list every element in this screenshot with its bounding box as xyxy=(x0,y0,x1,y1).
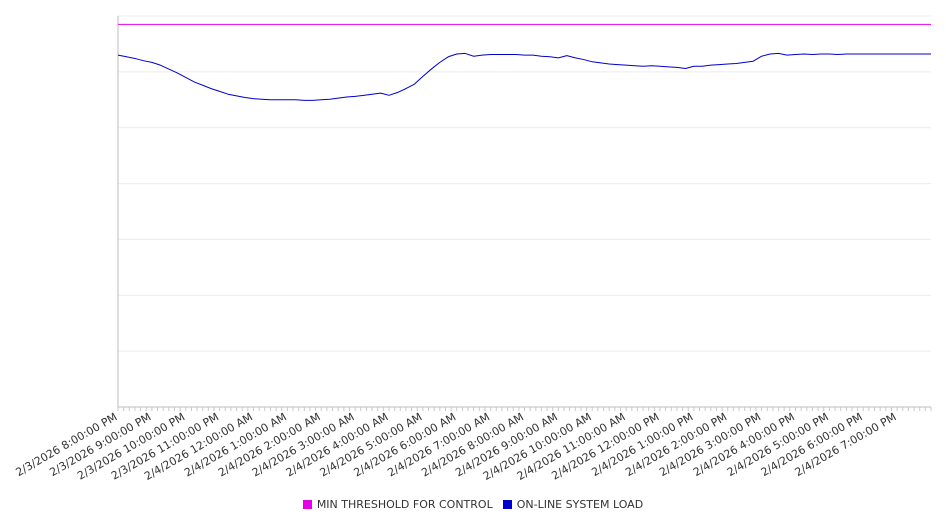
x-axis-ticks xyxy=(117,407,932,411)
legend-label-min-threshold: MIN THRESHOLD FOR CONTROL xyxy=(316,498,493,511)
series-line-system-load xyxy=(117,52,931,101)
grid-lines xyxy=(118,15,931,352)
series-lines xyxy=(117,23,931,101)
legend-label-system-load: ON-LINE SYSTEM LOAD xyxy=(516,498,644,511)
legend-swatch-min-threshold xyxy=(302,500,312,509)
legend-item-system-load[interactable]: ON-LINE SYSTEM LOAD xyxy=(502,498,644,511)
legend-item-min-threshold[interactable]: MIN THRESHOLD FOR CONTROL xyxy=(302,498,493,511)
x-axis-tick-labels: 2/3/2026 8:00:00 PM2/3/2026 9:00:00 PM2/… xyxy=(13,410,898,483)
chart-legend: MIN THRESHOLD FOR CONTROL ON-LINE SYSTEM… xyxy=(0,498,946,511)
legend-swatch-system-load xyxy=(502,500,512,509)
axes xyxy=(117,16,931,408)
